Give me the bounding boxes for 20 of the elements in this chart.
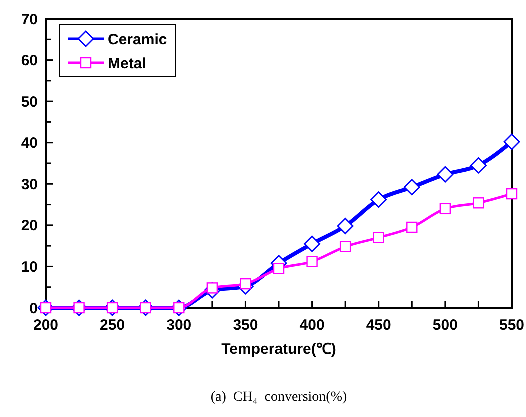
x-tick-label: 450	[366, 317, 392, 334]
x-tick-label: 400	[300, 317, 325, 334]
x-tick-label: 300	[166, 317, 192, 334]
legend-label: Metal	[108, 55, 146, 72]
x-tick-label: 500	[432, 317, 458, 334]
y-tick-label: 30	[21, 176, 38, 194]
x-tick-label: 200	[33, 317, 59, 334]
x-tick-label: 250	[100, 317, 126, 334]
x-axis-title: Temperature(℃)	[222, 341, 336, 358]
legend-label: Ceramic	[108, 31, 168, 48]
y-tick-label: 10	[21, 258, 38, 276]
x-tick-label: 350	[233, 317, 258, 334]
y-tick-label: 50	[21, 94, 38, 111]
x-tick-label: 550	[499, 317, 525, 334]
y-tick-label: 20	[21, 218, 38, 235]
y-tick-label: 0	[30, 300, 38, 318]
y-tick-label: 40	[21, 135, 38, 152]
y-tick-label: 70	[21, 11, 38, 28]
y-tick-label: 60	[21, 52, 38, 70]
text: (a) CH₄ conversion(%)	[210, 390, 348, 405]
